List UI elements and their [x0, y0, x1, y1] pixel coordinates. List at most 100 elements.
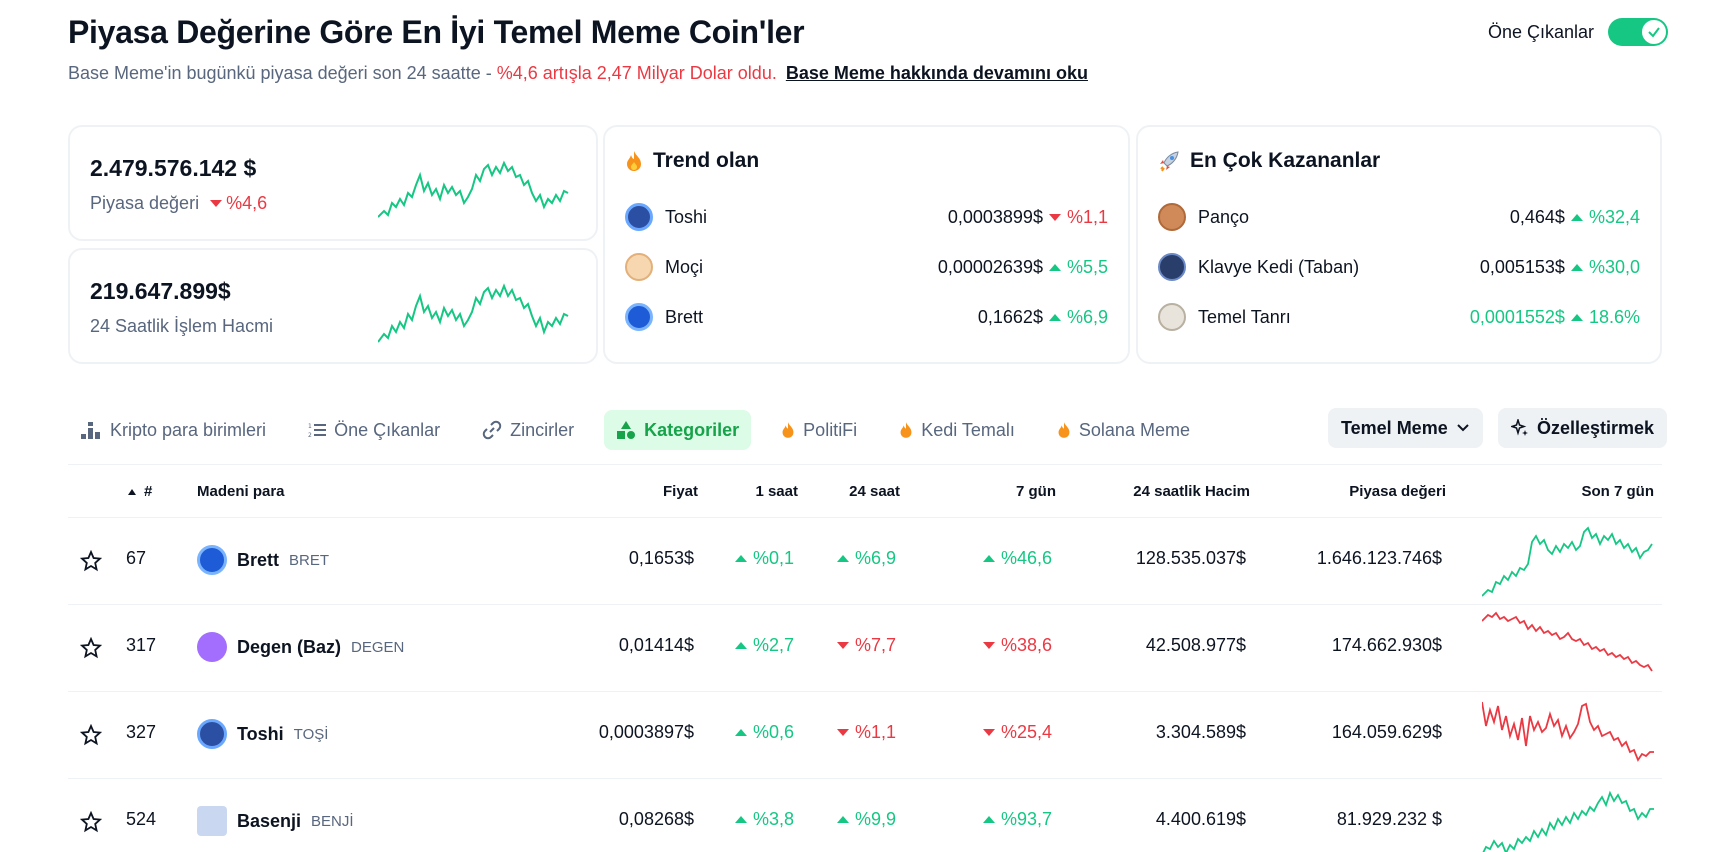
- market-cap-label-row: Piyasa değeri %4,6: [90, 193, 267, 214]
- d7-header[interactable]: 7 gün: [1016, 483, 1056, 500]
- h24-cell: %6,9: [836, 548, 896, 569]
- h1-cell: %3,8: [734, 809, 794, 830]
- tab-label: Kedi Temalı: [921, 419, 1015, 440]
- last7-sparkline: [1481, 522, 1654, 605]
- trending-item-brett[interactable]: Brett 0,1662$ %6,9: [625, 299, 1108, 335]
- up-arrow-icon: [836, 816, 849, 823]
- price-cell: 0,0003897$: [598, 722, 694, 742]
- coin-cell[interactable]: Degen (Baz) DEGEN: [197, 632, 404, 662]
- sort-asc-icon: [128, 488, 136, 495]
- star-icon[interactable]: [79, 723, 103, 751]
- last7-header: Son 7 gün: [1581, 483, 1655, 500]
- up-arrow-icon: [734, 816, 747, 823]
- up-arrow-icon: [1048, 313, 1061, 321]
- table-row[interactable]: 317 Degen (Baz) DEGEN 0,01414$ %2,7 %7,7…: [68, 605, 1662, 692]
- highlights-toggle[interactable]: Öne Çıkanlar: [1488, 18, 1668, 46]
- customize-button[interactable]: Özelleştirmek: [1498, 408, 1668, 448]
- trending-item-moci[interactable]: Moçi 0,00002639$ %5,5: [625, 249, 1108, 285]
- down-arrow-icon: [210, 200, 223, 207]
- fire-icon: [1058, 422, 1070, 438]
- down-arrow-icon: [982, 729, 995, 736]
- trending-name: Brett: [665, 306, 704, 327]
- sparkle-icon: [1511, 419, 1528, 436]
- h1-cell: %0,1: [734, 548, 794, 569]
- table-header: # Madeni para Fiyat 1 saat 24 saat 7 gün…: [68, 464, 1662, 518]
- trending-item-toshi[interactable]: Toshi 0,0003899$ %1,1: [625, 199, 1108, 235]
- degen-avatar: [197, 632, 227, 662]
- gainer-change: %32,4: [1588, 206, 1640, 227]
- toshi-avatar: [197, 719, 227, 749]
- highlights-switch[interactable]: [1608, 18, 1668, 46]
- star-icon[interactable]: [79, 810, 103, 838]
- check-icon: [1648, 27, 1660, 38]
- volume-cell: 128.535.037$: [1135, 548, 1246, 568]
- bar-chart-icon: [81, 422, 100, 439]
- rank-cell: 317: [126, 635, 157, 655]
- h24-cell: %7,7: [836, 635, 896, 656]
- up-arrow-icon: [1570, 313, 1583, 321]
- up-arrow-icon: [836, 555, 849, 562]
- gainer-item-klavye-kedi[interactable]: Klavye Kedi (Taban) 0,005153$ %30,0: [1158, 249, 1640, 285]
- trending-title-row: Trend olan: [625, 149, 759, 173]
- tab-kripto[interactable]: Kripto para birimleri: [68, 410, 278, 450]
- read-more-link[interactable]: Base Meme hakkında devamını oku: [785, 63, 1088, 83]
- tab-label: PolitiFi: [803, 419, 858, 440]
- down-arrow-icon: [836, 642, 849, 649]
- rocket-icon: [1160, 151, 1179, 172]
- category-dropdown[interactable]: Temel Meme: [1328, 408, 1483, 448]
- fire-icon: [627, 151, 641, 171]
- gainer-item-temel-tanri[interactable]: Temel Tanrı 0,0001552$ 18.6%: [1158, 299, 1640, 335]
- tab-solana-meme[interactable]: Solana Meme: [1045, 410, 1202, 450]
- mcap-cell: 164.059.629$: [1331, 722, 1442, 742]
- tab-zincirler[interactable]: Zincirler: [470, 410, 586, 450]
- coins-table: # Madeni para Fiyat 1 saat 24 saat 7 gün…: [68, 464, 1662, 852]
- coin-cell[interactable]: Basenji BENJİ: [197, 806, 354, 836]
- sort-rank-header[interactable]: #: [128, 483, 152, 500]
- h24-header[interactable]: 24 saat: [849, 483, 900, 500]
- tab-politifi[interactable]: PolitiFi: [769, 410, 869, 450]
- volume-cell: 3.304.589$: [1155, 722, 1246, 742]
- table-row[interactable]: 67 Brett BRET 0,1653$ %0,1 %6,9 %46,6 12…: [68, 518, 1662, 605]
- gainer-price: 0,005153$: [1479, 256, 1565, 277]
- tab-kedi-temali[interactable]: Kedi Temalı: [887, 410, 1027, 450]
- star-icon[interactable]: [79, 549, 103, 577]
- coin-name: Degen (Baz): [237, 636, 342, 657]
- toshi-avatar: [625, 203, 653, 231]
- market-cap-label: Piyasa değeri: [90, 193, 200, 213]
- coin-cell[interactable]: Toshi TOŞİ: [197, 719, 328, 749]
- fire-icon: [782, 422, 794, 438]
- mcap-cell: 81.929.232 $: [1336, 809, 1442, 829]
- h1-header[interactable]: 1 saat: [755, 483, 798, 500]
- tab-kategoriler[interactable]: Kategoriler: [604, 410, 752, 450]
- category-dropdown-value: Temel Meme: [1341, 417, 1448, 438]
- price-cell: 0,1653$: [628, 548, 694, 568]
- tab-label: Kategoriler: [644, 419, 740, 440]
- gainers-title-row: En Çok Kazananlar: [1158, 149, 1380, 173]
- mcap-header[interactable]: Piyasa değeri: [1349, 483, 1446, 500]
- page-title: Piyasa Değerine Göre En İyi Temel Meme C…: [68, 14, 805, 50]
- link-icon: [482, 420, 502, 440]
- d7-cell: %46,6: [982, 548, 1052, 569]
- d7-cell: %93,7: [982, 809, 1052, 830]
- svg-text:2: 2: [308, 432, 312, 438]
- star-icon[interactable]: [79, 636, 103, 664]
- subtitle-prefix: Base Meme'in bugünkü piyasa değeri son 2…: [68, 63, 497, 83]
- up-arrow-icon: [982, 816, 995, 823]
- gainer-item-panco[interactable]: Panço 0,464$ %32,4: [1158, 199, 1640, 235]
- tab-label: Solana Meme: [1078, 419, 1190, 440]
- gainer-price: 0,0001552$: [1469, 306, 1565, 327]
- coin-name: Basenji: [237, 810, 302, 831]
- volume-header[interactable]: 24 saatlik Hacim: [1133, 483, 1250, 500]
- rank-cell: 327: [126, 722, 157, 742]
- price-header[interactable]: Fiyat: [662, 483, 698, 500]
- klavye-kedi-avatar: [1158, 253, 1186, 281]
- trending-price: 0,0003899$: [947, 206, 1043, 227]
- brett-avatar: [625, 303, 653, 331]
- trending-change: %6,9: [1066, 306, 1108, 327]
- coin-header[interactable]: Madeni para: [197, 483, 285, 500]
- table-row[interactable]: 327 Toshi TOŞİ 0,0003897$ %0,6 %1,1 %25,…: [68, 692, 1662, 779]
- table-row[interactable]: 524 Basenji BENJİ 0,08268$ %3,8 %9,9 %93…: [68, 779, 1662, 852]
- trending-change: %5,5: [1066, 256, 1108, 277]
- coin-cell[interactable]: Brett BRET: [197, 545, 329, 575]
